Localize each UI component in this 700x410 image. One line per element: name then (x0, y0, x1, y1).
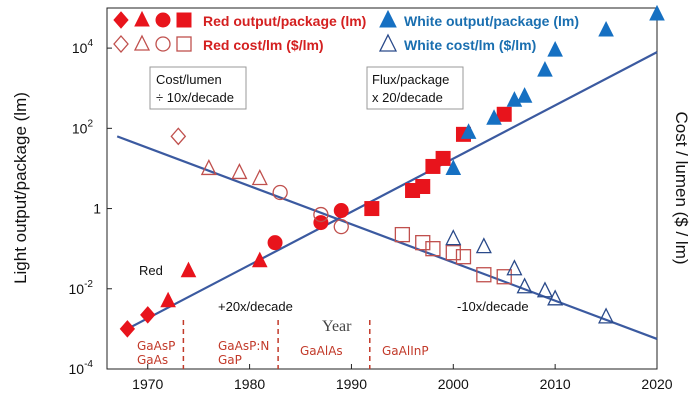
data-point (537, 61, 553, 77)
data-point (415, 234, 431, 251)
flux-trend-annotation: Flux/package x 20/decade (366, 66, 464, 110)
x-tick-label: 1990 (336, 376, 367, 392)
y-tick-label: 1 (93, 201, 101, 217)
data-point (133, 34, 151, 51)
data-point (251, 169, 268, 186)
data-point (180, 261, 197, 278)
data-point (155, 36, 171, 52)
data-point (119, 320, 136, 338)
data-point (496, 269, 512, 285)
x-tick-label: 2020 (641, 376, 672, 392)
data-point (547, 289, 564, 306)
data-point (415, 178, 431, 194)
data-point (313, 206, 329, 223)
cost-trend-line1: Cost/lumen (156, 72, 222, 87)
data-point (486, 109, 502, 125)
data-point (547, 40, 563, 57)
legend-white-output-marker (379, 9, 397, 28)
data-point (379, 9, 397, 28)
data-point (516, 277, 533, 294)
era-2-line2: GaP (218, 353, 242, 367)
data-point (272, 184, 288, 201)
legend-red-cost-markers (113, 34, 192, 53)
legend: Red output/package (lm) Red cost/lm ($/l… (113, 9, 579, 53)
data-point (506, 259, 523, 276)
data-point (378, 33, 398, 52)
plot-frame (106, 7, 658, 370)
data-point (333, 203, 349, 219)
y-tick-label: 10-2 (69, 279, 94, 297)
data-point (170, 127, 187, 146)
data-point (313, 215, 329, 231)
legend-red-cost-label: Red cost/lm ($/lm) (203, 37, 324, 53)
data-point (251, 251, 268, 268)
data-point (364, 201, 380, 217)
data-point (445, 159, 462, 175)
data-point (435, 150, 451, 166)
data-point (536, 281, 554, 298)
y-tick-label: 10-4 (69, 359, 94, 377)
year-label: Year (322, 318, 352, 335)
era-1-line2: GaAs (137, 353, 168, 367)
x-tick-label: 1980 (234, 376, 265, 392)
data-points (119, 4, 665, 338)
axis-ticks: 1970 1980 1990 2000 2010 2020 104 102 1 10-2 10-4 (69, 38, 673, 392)
cost-trend-line2: ÷ 10x/decade (156, 90, 234, 105)
down-rate-label: -10x/decade (457, 299, 529, 314)
legend-white-cost-label: White cost/lm ($/lm) (404, 37, 536, 53)
technology-era-dividers (182, 320, 371, 369)
legend-white-output-label: White output/package (lm) (404, 13, 579, 29)
legend-red-output-markers (113, 10, 192, 29)
data-point (113, 11, 129, 29)
data-point (506, 91, 523, 107)
x-tick-label: 2000 (438, 376, 469, 392)
trend-lines (116, 51, 658, 340)
trend-line (126, 51, 658, 330)
data-point (176, 12, 192, 28)
data-point (231, 163, 248, 180)
legend-red-output-label: Red output/package (lm) (203, 13, 366, 29)
data-point (394, 226, 411, 243)
data-point (267, 235, 283, 251)
flux-trend-line1: Flux/package (372, 72, 449, 87)
era-4-line1: GaAlInP (382, 344, 429, 358)
data-point (160, 291, 176, 308)
red-series-label: Red (139, 263, 163, 278)
up-rate-label: +20x/decade (218, 299, 293, 314)
data-point (496, 106, 512, 122)
y-axis-right-title: Cost / lumen ($ / lm) (672, 111, 691, 264)
data-point (649, 4, 665, 21)
data-point (516, 87, 533, 103)
y-axis-left-title: Light output/package (lm) (11, 92, 30, 284)
era-3-line1: GaAlAs (300, 344, 343, 358)
data-point (176, 36, 192, 52)
data-point (134, 10, 150, 27)
data-point (155, 12, 171, 28)
data-point (598, 307, 615, 324)
y-tick-label: 104 (72, 38, 94, 56)
data-point (200, 158, 217, 176)
era-1-line1: GaAsP (137, 339, 175, 353)
legend-white-cost-marker (378, 33, 398, 52)
data-point (475, 237, 492, 254)
data-point (445, 245, 461, 261)
data-point (460, 123, 477, 139)
era-2-line1: GaAsP:N (218, 339, 269, 353)
data-point (113, 35, 129, 53)
flux-trend-line2: x 20/decade (372, 90, 443, 105)
cost-trend-annotation: Cost/lumen ÷ 10x/decade (149, 66, 247, 110)
trend-line (116, 135, 658, 340)
y-tick-label: 102 (72, 118, 94, 136)
data-point (598, 20, 614, 37)
data-point (455, 249, 472, 265)
data-point (425, 241, 441, 257)
data-point (476, 267, 492, 283)
data-point (333, 218, 349, 235)
data-point (445, 229, 462, 246)
x-tick-label: 1970 (132, 376, 163, 392)
data-point (140, 306, 156, 324)
x-tick-label: 2010 (540, 376, 571, 392)
